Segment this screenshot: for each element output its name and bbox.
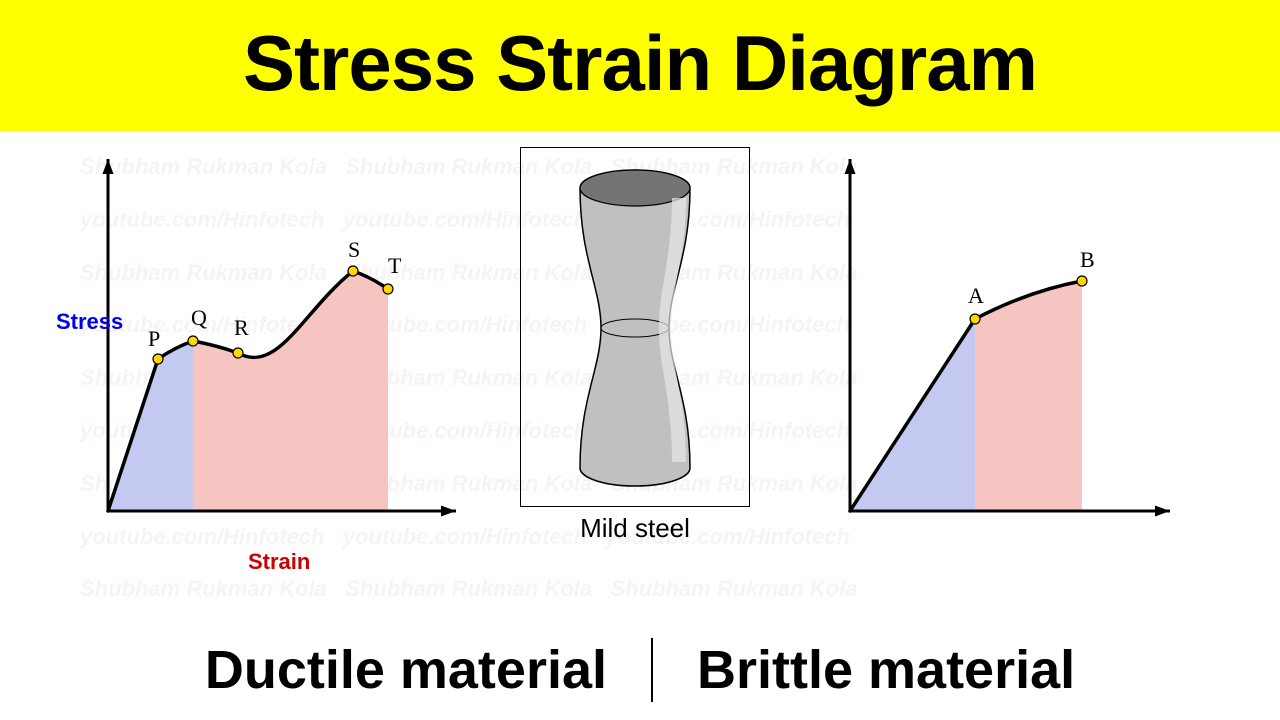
title-bar: Stress Strain Diagram	[0, 0, 1280, 131]
svg-text:R: R	[234, 315, 249, 340]
brittle-svg: AB	[820, 141, 1240, 551]
specimen-svg	[521, 148, 749, 506]
brittle-chart: AB	[820, 141, 1240, 561]
svg-text:S: S	[348, 237, 360, 262]
svg-text:Q: Q	[191, 305, 207, 330]
svg-text:P: P	[148, 326, 160, 351]
y-axis-label: Stress	[56, 309, 123, 335]
page-title: Stress Strain Diagram	[0, 18, 1280, 109]
bottom-labels: Ductile material Brittle material	[0, 638, 1280, 702]
ductile-svg: P Q R S T	[48, 141, 468, 551]
ductile-label: Ductile material	[205, 639, 607, 701]
svg-text:B: B	[1080, 247, 1095, 272]
content-area: Shubham Rukman Kola Shubham Rukman Kola …	[0, 131, 1280, 601]
svg-text:T: T	[388, 253, 402, 278]
x-axis-label: Strain	[248, 549, 310, 575]
specimen-label: Mild steel	[520, 513, 750, 544]
specimen-box	[520, 147, 750, 507]
svg-text:A: A	[968, 283, 984, 308]
ductile-chart: Stress PQRST Strain	[48, 141, 468, 561]
brittle-label: Brittle material	[697, 639, 1075, 701]
label-divider	[651, 638, 653, 702]
